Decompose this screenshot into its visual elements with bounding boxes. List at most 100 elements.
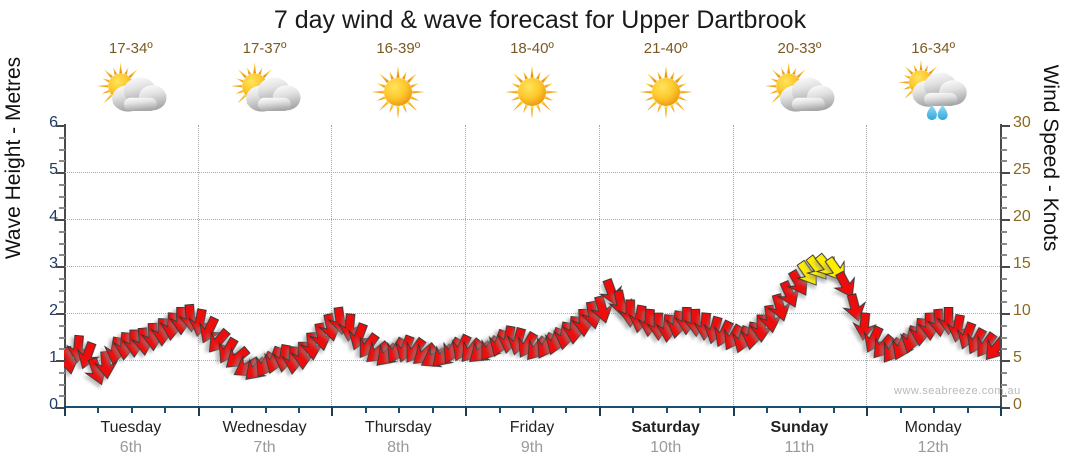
y-axis-right-minor-tick <box>1001 301 1007 304</box>
y-axis-right-tick-label: 20 <box>1013 208 1031 225</box>
y-axis-left-tick <box>56 266 65 268</box>
y-axis-right-tick <box>1001 313 1010 315</box>
wind-arrow <box>199 315 222 344</box>
y-axis-right-minor-tick <box>1001 383 1007 386</box>
y-axis-right-minor-tick <box>1001 371 1007 374</box>
gridline-vertical <box>197 125 199 407</box>
y-axis-right-minor-tick <box>1001 207 1007 210</box>
temperature-range: 16-39º <box>376 40 421 57</box>
wind-arrow <box>748 314 774 343</box>
y-axis-right-minor-tick <box>1001 136 1007 139</box>
wind-arrow <box>337 313 363 342</box>
day-label-tuesday: Tuesday 6th <box>64 418 198 470</box>
y-axis-right-minor-tick <box>1001 324 1007 327</box>
sun-behind-cloud-icon <box>88 60 174 122</box>
y-axis-left-tick <box>56 125 65 127</box>
x-axis-day-tick <box>1000 406 1002 416</box>
y-axis-left-tick-label: 6 <box>49 114 58 131</box>
x-axis-minor-tick <box>298 406 300 413</box>
x-axis-day-tick <box>732 406 735 416</box>
y-axis-right-tick-label: 10 <box>1013 302 1031 319</box>
gridline-vertical <box>866 125 868 407</box>
y-axis-right-tick-label: 15 <box>1013 255 1031 272</box>
y-axis-right-title: Wind Speed - Knots <box>1039 64 1062 252</box>
y-axis-right-minor-tick <box>1001 348 1007 351</box>
y-axis-right-minor-tick <box>1001 242 1007 245</box>
x-axis-minor-tick <box>565 406 568 413</box>
wind-arrow <box>290 341 316 371</box>
y-axis-right-minor-tick <box>1001 183 1007 186</box>
x-axis-minor-tick <box>832 406 835 413</box>
y-axis-left-minor-tick <box>59 395 65 398</box>
x-axis-minor-tick <box>97 406 100 413</box>
day-header-wednesday: 17-37º <box>198 40 332 118</box>
y-axis-left-minor-tick <box>59 371 65 374</box>
wind-arrow <box>177 303 203 333</box>
wind-arrow <box>65 334 91 364</box>
wind-arrow <box>936 307 961 336</box>
temperature-range: 20-33º <box>777 40 822 57</box>
y-axis-right-tick <box>1001 266 1010 268</box>
sun-behind-rain-cloud-icon <box>890 59 976 122</box>
wind-arrow <box>776 279 800 308</box>
day-label-thursday: Thursday 8th <box>331 418 465 470</box>
x-axis-minor-tick <box>665 406 668 413</box>
temperature-range: 21-40º <box>643 40 688 57</box>
wind-arrow <box>985 335 1000 361</box>
day-date: 8th <box>387 439 410 456</box>
gridline-vertical <box>732 125 734 407</box>
y-axis-left-minor-tick <box>59 383 65 386</box>
y-axis-left-tick-label: 1 <box>49 349 58 366</box>
y-axis-left-tick-label: 3 <box>49 255 58 272</box>
day-label-friday: Friday 9th <box>465 418 599 470</box>
x-axis-minor-tick <box>966 406 969 413</box>
wind-arrow <box>188 308 213 338</box>
x-axis-minor-tick <box>431 406 434 413</box>
x-axis-minor-tick <box>398 406 401 413</box>
gridline-horizontal <box>64 313 1000 314</box>
day-name: Thursday <box>364 419 432 436</box>
y-axis-right-tick-label: 0 <box>1013 396 1022 413</box>
x-axis-minor-tick <box>164 406 167 413</box>
wind-arrow <box>767 293 792 322</box>
y-axis-left-tick-label: 4 <box>49 208 58 225</box>
gridline-vertical <box>465 125 467 407</box>
sun-behind-cloud-icon <box>222 60 308 122</box>
y-axis-left-minor-tick <box>59 183 65 186</box>
x-axis-minor-tick <box>933 406 936 413</box>
sun-icon <box>623 60 709 122</box>
day-header-thursday: 16-39º <box>331 40 465 119</box>
y-axis-right-minor-tick <box>1001 289 1007 292</box>
y-axis-left-minor-tick <box>59 277 65 280</box>
day-label-monday: Monday 12th <box>866 418 1000 470</box>
y-axis-right-tick-label: 30 <box>1013 114 1031 131</box>
y-axis-right-minor-tick <box>1001 160 1007 163</box>
temperature-range: 18-40º <box>510 40 554 57</box>
y-axis-left-minor-tick <box>59 136 65 139</box>
day-label-saturday: Saturday 10th <box>599 418 733 470</box>
y-axis-right-minor-tick <box>1001 195 1007 198</box>
plot-area <box>64 125 1000 407</box>
y-axis-left-minor-tick <box>59 207 65 210</box>
y-axis-right-tick <box>1001 125 1010 127</box>
wind-arrow <box>589 294 614 324</box>
y-axis-right-minor-tick <box>1001 148 1007 151</box>
y-axis-right-tick-label: 25 <box>1013 161 1031 178</box>
x-axis-minor-tick <box>498 406 501 413</box>
y-axis-left-tick <box>56 360 65 362</box>
y-axis-right-minor-tick <box>1001 336 1007 339</box>
day-label-wednesday: Wednesday 7th <box>198 418 332 470</box>
wind-arrow <box>796 259 817 286</box>
temperature-range: 17-37º <box>242 40 287 57</box>
gridline-horizontal <box>64 266 1000 267</box>
y-axis-left-minor-tick <box>59 324 65 327</box>
y-axis-left-tick-label: 2 <box>49 302 58 319</box>
sun-icon <box>355 60 441 122</box>
day-date: 9th <box>520 439 544 456</box>
wind-arrow <box>617 299 643 328</box>
wind-arrow <box>308 322 334 352</box>
day-name: Wednesday <box>222 419 307 436</box>
x-axis-minor-tick <box>532 406 534 413</box>
y-axis-left-tick <box>56 313 65 315</box>
